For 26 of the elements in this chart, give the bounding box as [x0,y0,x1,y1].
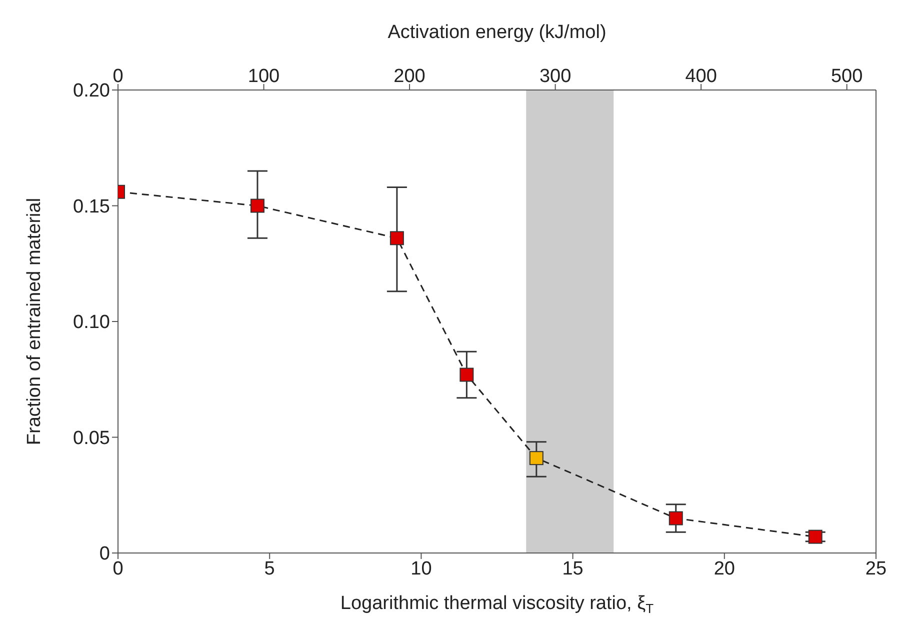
x-tick-label: 15 [562,558,584,580]
x2-tick-label: 300 [539,66,572,87]
y-axis-title: Fraction of entrained material [24,198,45,446]
x-tick-label: 20 [714,558,735,580]
x2-axis-title: Activation energy (kJ/mol) [388,22,606,43]
x2-tick-label: 500 [830,66,863,87]
x-tick-label: 10 [410,558,432,580]
point [250,198,264,213]
y-tick-label: 0 [99,544,110,565]
point [529,451,544,466]
x2-tick-label: 400 [685,66,717,87]
x2-tick-label: 0 [112,66,124,87]
x2-tick-label: 100 [248,66,280,87]
x2-tick-label: 200 [394,66,426,87]
y-tick-label: 0.05 [73,428,110,449]
y-tick-label: 0.20 [73,80,110,102]
x-tick-label: 5 [264,558,275,580]
x-axis-title: Logarithmic thermal viscosity ratio, ξ$_{T}$ [340,593,654,616]
point [460,368,474,382]
point [390,231,404,246]
point [808,530,822,544]
point [668,511,683,526]
y-tick-label: 0.15 [73,196,110,218]
x-tick-label: 0 [112,558,124,580]
x-tick-label: 25 [865,558,887,580]
y-tick-label: 0.10 [73,312,110,334]
